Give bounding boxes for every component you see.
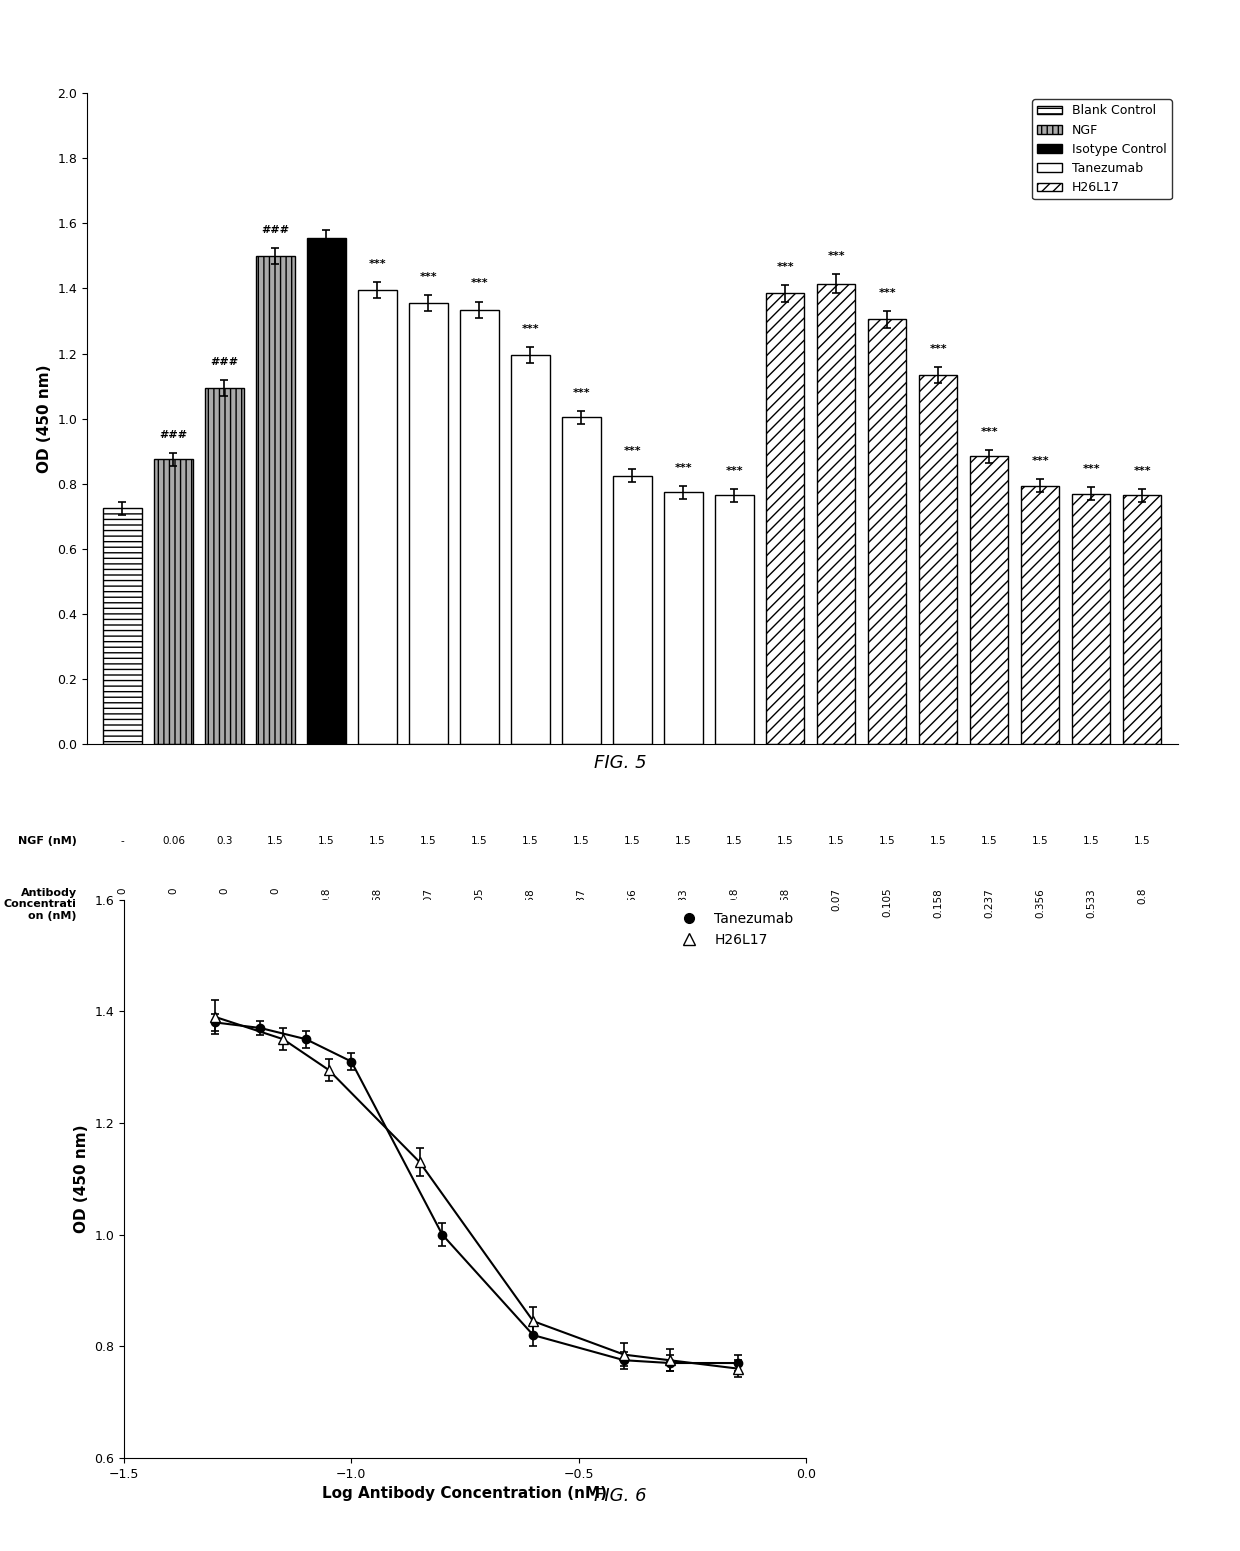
- Text: 0: 0: [270, 887, 280, 895]
- Bar: [766, 293, 805, 744]
- Text: ***: ***: [471, 279, 489, 288]
- Bar: [103, 509, 141, 744]
- Text: 0.07: 0.07: [423, 887, 434, 910]
- Text: 0.8: 0.8: [321, 887, 331, 904]
- Text: 0: 0: [219, 887, 229, 895]
- Text: ***: ***: [930, 344, 947, 354]
- Text: 0.105: 0.105: [883, 887, 893, 918]
- Bar: [1022, 485, 1059, 744]
- Y-axis label: OD (450 nm): OD (450 nm): [73, 1124, 89, 1233]
- Text: 1.5: 1.5: [879, 836, 895, 845]
- Text: 1.5: 1.5: [981, 836, 998, 845]
- Text: ***: ***: [981, 427, 998, 437]
- Text: 0.06: 0.06: [162, 836, 185, 845]
- Text: 1.5: 1.5: [522, 836, 538, 845]
- Text: 1.5: 1.5: [573, 836, 590, 845]
- Bar: [614, 476, 651, 744]
- Text: FIG. 6: FIG. 6: [594, 1487, 646, 1506]
- Text: 0.0468: 0.0468: [372, 887, 382, 924]
- Bar: [919, 375, 957, 744]
- Text: 1.5: 1.5: [675, 836, 692, 845]
- Text: ***: ***: [624, 447, 641, 456]
- Text: ###: ###: [211, 357, 238, 366]
- Text: 0.356: 0.356: [627, 887, 637, 918]
- Text: 1.5: 1.5: [420, 836, 436, 845]
- Text: 0.356: 0.356: [1035, 887, 1045, 918]
- Bar: [409, 302, 448, 744]
- Text: 1.5: 1.5: [1135, 836, 1151, 845]
- Text: 0.07: 0.07: [831, 887, 842, 910]
- Text: ***: ***: [879, 288, 897, 298]
- Text: 1.5: 1.5: [319, 836, 335, 845]
- Bar: [817, 284, 856, 744]
- X-axis label: Log Antibody Concentration (nM): Log Antibody Concentration (nM): [322, 1486, 608, 1501]
- Bar: [358, 290, 397, 744]
- Bar: [460, 310, 498, 744]
- Text: 0.0468: 0.0468: [780, 887, 790, 924]
- Text: ***: ***: [1032, 456, 1049, 465]
- Bar: [308, 237, 346, 744]
- Text: 1.5: 1.5: [828, 836, 844, 845]
- Text: 1.5: 1.5: [1032, 836, 1049, 845]
- Text: ***: ***: [1133, 465, 1151, 476]
- Y-axis label: OD (450 nm): OD (450 nm): [36, 364, 52, 473]
- Text: 0.8: 0.8: [729, 887, 739, 904]
- Bar: [1073, 493, 1111, 744]
- Text: 1.5: 1.5: [624, 836, 641, 845]
- Text: 0: 0: [118, 887, 128, 895]
- Text: ###: ###: [262, 225, 289, 234]
- Text: 0: 0: [169, 887, 179, 895]
- Bar: [562, 417, 600, 744]
- Text: ***: ***: [1083, 464, 1100, 475]
- Bar: [511, 355, 549, 744]
- Text: ***: ***: [573, 388, 590, 397]
- Bar: [665, 492, 703, 744]
- Text: 0.533: 0.533: [678, 887, 688, 918]
- Text: 0.237: 0.237: [577, 887, 587, 918]
- Text: 1.5: 1.5: [930, 836, 946, 845]
- Text: 0.105: 0.105: [475, 887, 485, 918]
- Text: 1.5: 1.5: [267, 836, 284, 845]
- Bar: [970, 456, 1008, 744]
- Text: 0.158: 0.158: [526, 887, 536, 918]
- Bar: [715, 495, 754, 744]
- Text: 0.3: 0.3: [216, 836, 233, 845]
- Text: ###: ###: [160, 430, 187, 440]
- Text: ***: ***: [368, 259, 386, 268]
- Text: 1.5: 1.5: [370, 836, 386, 845]
- Text: -: -: [120, 836, 124, 845]
- Legend: Blank Control, NGF, Isotype Control, Tanezumab, H26L17: Blank Control, NGF, Isotype Control, Tan…: [1032, 99, 1172, 200]
- Text: ***: ***: [725, 465, 743, 476]
- Text: 1.5: 1.5: [777, 836, 794, 845]
- Text: 1.5: 1.5: [471, 836, 487, 845]
- Text: ***: ***: [675, 462, 692, 473]
- Text: FIG. 5: FIG. 5: [594, 754, 646, 772]
- Text: 0.158: 0.158: [934, 887, 944, 918]
- Bar: [206, 388, 243, 744]
- Text: 0.237: 0.237: [985, 887, 994, 918]
- Bar: [257, 256, 295, 744]
- Text: Antibody
Concentrati
on (nM): Antibody Concentrati on (nM): [4, 887, 77, 921]
- Bar: [154, 459, 192, 744]
- Bar: [868, 320, 906, 744]
- Text: ***: ***: [827, 251, 846, 261]
- Text: ***: ***: [776, 262, 794, 273]
- Text: ***: ***: [522, 324, 539, 333]
- Text: 0.8: 0.8: [1137, 887, 1147, 904]
- Text: 0.533: 0.533: [1086, 887, 1096, 918]
- Text: 1.5: 1.5: [727, 836, 743, 845]
- Text: ***: ***: [419, 271, 438, 282]
- Text: 1.5: 1.5: [1083, 836, 1100, 845]
- Bar: [1123, 495, 1162, 744]
- Legend: Tanezumab, H26L17: Tanezumab, H26L17: [670, 906, 799, 952]
- Text: NGF (nM): NGF (nM): [17, 836, 77, 845]
